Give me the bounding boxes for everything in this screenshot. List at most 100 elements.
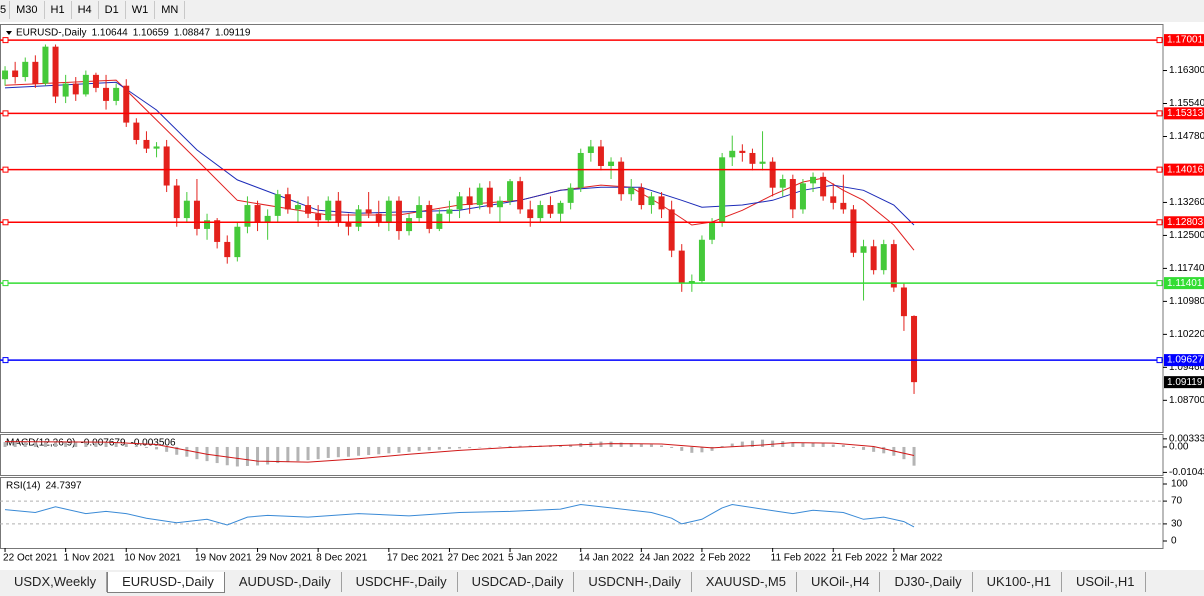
candle-body: [214, 220, 221, 242]
macd-bar: [195, 446, 199, 460]
chart-tab[interactable]: USDCNH-,Daily: [574, 572, 692, 592]
candle-body: [618, 161, 625, 195]
level-handle: [2, 357, 9, 364]
chart-tab[interactable]: AUDUSD-,Daily: [225, 572, 342, 592]
candle-body: [769, 161, 776, 188]
macd-bar: [296, 446, 300, 462]
candle-body: [557, 202, 564, 214]
macd-bar: [498, 446, 502, 447]
symbol-label: EURUSD-,Daily: [16, 28, 87, 39]
candle-body: [254, 205, 261, 223]
candle-body: [193, 200, 200, 229]
macd-bar: [43, 441, 47, 447]
candle-body: [658, 196, 665, 210]
macd-bar: [124, 444, 128, 447]
macd-bar: [104, 442, 108, 447]
candle-body: [123, 85, 130, 123]
candle-body: [678, 250, 685, 284]
timeframe-toolbar: 5 M30 H1 H4 D1 W1 MN: [0, 0, 190, 20]
chart-tab[interactable]: UK100-,H1: [973, 572, 1062, 592]
y-tick-label: 1.09460: [1169, 362, 1204, 373]
macd-bar: [750, 440, 754, 447]
macd-y-tick-label: 0.003333: [1169, 433, 1204, 444]
chart-tab[interactable]: USOil-,H1: [1062, 572, 1146, 592]
candle-body: [325, 200, 332, 221]
rsi-value: 24.7397: [45, 481, 82, 492]
macd-bar: [508, 445, 512, 447]
close-value: 1.09119: [215, 28, 251, 39]
macd-bar: [841, 445, 845, 447]
candle-body: [729, 150, 736, 158]
candle-body: [810, 176, 817, 184]
chart: EURUSD-,Daily 1.10644 1.10659 1.08847 1.0911…: [0, 22, 1204, 570]
level-label-box: [1164, 354, 1204, 367]
rsi-y-tick-label: 30: [1171, 519, 1183, 530]
timeframe-button[interactable]: W1: [126, 1, 156, 19]
candle-body: [789, 179, 796, 210]
level-handle: [1156, 280, 1163, 287]
current-price-box: [1164, 376, 1204, 389]
level-label-box: [1164, 277, 1204, 290]
candle-body: [638, 187, 645, 206]
x-tick-label: 5 Jan 2022: [508, 553, 558, 564]
macd-bar: [730, 443, 734, 447]
level-handle: [2, 166, 9, 173]
chart-tab[interactable]: USDCAD-,Daily: [458, 572, 575, 592]
chart-tab[interactable]: EURUSD-,Daily: [107, 572, 225, 593]
macd-bar: [336, 446, 340, 458]
candle-body: [698, 239, 705, 281]
timeframe-button[interactable]: MN: [155, 1, 186, 19]
candle-body: [456, 196, 463, 210]
candle-body: [820, 176, 827, 197]
timeframe-button[interactable]: 5: [0, 1, 11, 19]
chart-tab[interactable]: USDX,Weekly: [0, 572, 108, 592]
y-tick-label: 1.15540: [1169, 98, 1204, 109]
candle-body: [204, 220, 211, 229]
macd-bar: [831, 444, 835, 447]
timeframe-button[interactable]: M30: [10, 1, 45, 19]
x-tick-label: 24 Jan 2022: [639, 553, 694, 564]
y-tick-label: 1.11740: [1169, 263, 1204, 274]
candle-body: [466, 196, 473, 206]
timeframe-button[interactable]: H1: [45, 1, 72, 19]
chart-tab[interactable]: UKOil-,H4: [797, 572, 881, 592]
macd-bar: [407, 446, 411, 452]
macd-bar: [235, 446, 239, 467]
x-tick-label: 1 Nov 2021: [64, 553, 116, 564]
macd-bar: [569, 444, 573, 447]
main-panel-frame: [0, 24, 1164, 433]
macd-bar: [518, 445, 522, 447]
macd-bar: [13, 441, 17, 447]
candle-body: [163, 146, 170, 186]
macd-bar: [660, 445, 664, 447]
candle-body: [385, 200, 392, 223]
chart-tab[interactable]: USDCHF-,Daily: [342, 572, 458, 592]
chart-tab[interactable]: DJ30-,Daily: [880, 572, 973, 592]
macd-bar: [781, 441, 785, 447]
macd-bar: [175, 446, 179, 455]
timeframe-button[interactable]: D1: [99, 1, 126, 19]
candle-body: [82, 74, 89, 95]
candle-body: [375, 213, 382, 223]
macd-bar: [670, 446, 674, 448]
chart-tab[interactable]: XAUUSD-,M5: [692, 572, 797, 592]
macd-signal-line: [4, 441, 915, 463]
timeframe-button[interactable]: H4: [72, 1, 99, 19]
level-label-box: [1164, 34, 1204, 47]
macd-bar: [165, 446, 169, 452]
current-price-label: 1.09119: [1167, 377, 1203, 388]
candle-body: [305, 205, 312, 214]
candle-body: [244, 205, 251, 227]
candle-body: [284, 194, 291, 210]
level-label: 1.15313: [1167, 108, 1204, 119]
candle-body: [648, 196, 655, 206]
rsi-y-tick-label: 0: [1171, 536, 1177, 547]
candle-body: [476, 187, 483, 206]
macd-bar: [316, 446, 320, 460]
level-label: 1.17001: [1167, 35, 1204, 46]
macd-bar: [306, 446, 310, 461]
x-tick-label: 14 Jan 2022: [579, 553, 634, 564]
level-label-box: [1164, 163, 1204, 176]
macd-bar: [619, 442, 623, 447]
candle-body: [22, 61, 29, 78]
